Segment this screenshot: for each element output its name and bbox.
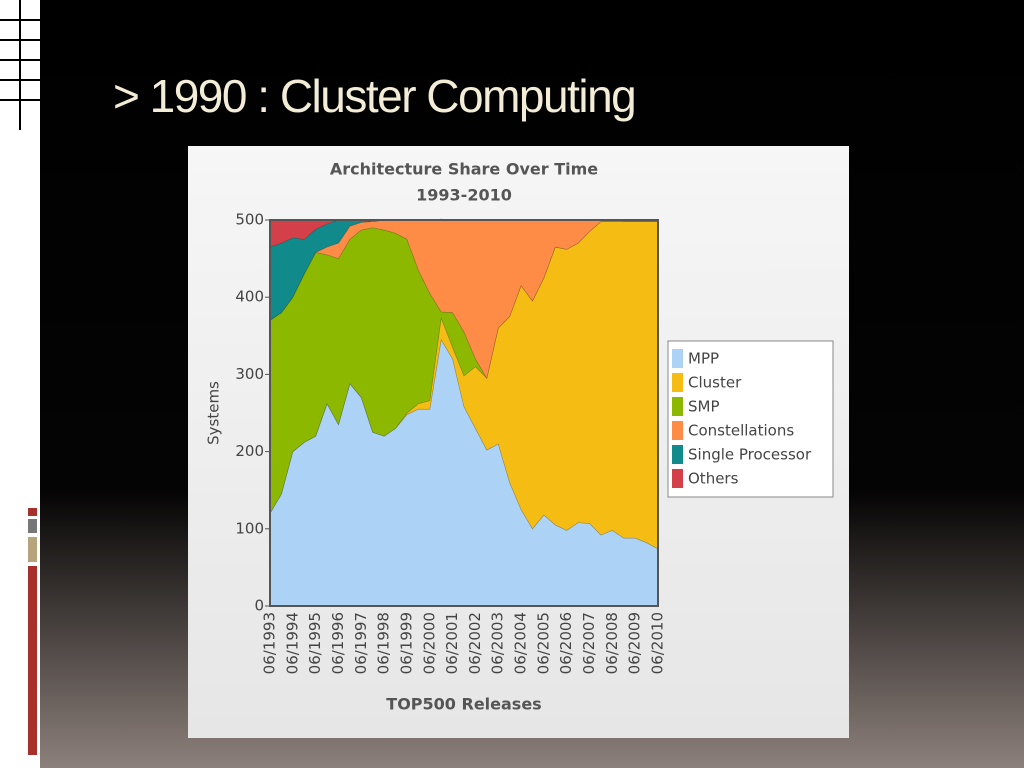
decor-lines <box>0 0 40 130</box>
x-tick-label: 06/1995 <box>306 612 324 674</box>
legend-label: Constellations <box>688 422 794 440</box>
x-tick-label: 06/2003 <box>489 612 507 674</box>
chart-title: Architecture Share Over Time <box>330 160 598 179</box>
legend-label: Others <box>688 470 739 488</box>
legend-label: Single Processor <box>688 446 812 464</box>
legend-swatch <box>672 421 683 440</box>
x-tick-label: 06/2005 <box>534 612 552 674</box>
y-tick-label: 400 <box>235 288 264 306</box>
x-tick-label: 06/2007 <box>580 612 598 674</box>
y-tick-label: 100 <box>235 519 264 537</box>
x-tick-label: 06/1997 <box>352 612 370 674</box>
x-tick-label: 06/1993 <box>261 612 279 674</box>
x-tick-label: 06/2009 <box>626 612 644 674</box>
y-tick-label: 200 <box>235 442 264 460</box>
plot-frame <box>269 219 659 607</box>
plot: 0 100 200 300 400 500 06/1993 06/1994 06/1995 06/… <box>235 211 834 674</box>
chart-subtitle: 1993-2010 <box>416 186 512 205</box>
legend-label: Cluster <box>688 374 742 392</box>
x-tick-label: 06/1996 <box>329 612 347 674</box>
decor-bar <box>28 508 37 516</box>
x-tick-label: 06/2004 <box>512 612 530 674</box>
legend-swatch <box>672 373 683 392</box>
y-tick-label: 500 <box>235 211 264 229</box>
legend-box <box>667 340 834 498</box>
legend-label: SMP <box>688 398 720 416</box>
x-tick-label: 06/1999 <box>397 612 415 674</box>
x-tick-label: 06/2000 <box>420 612 438 674</box>
x-tick-label: 06/2001 <box>443 612 461 674</box>
x-tick-label: 06/2010 <box>649 612 667 674</box>
legend-swatch <box>672 349 683 368</box>
decor-bar <box>28 566 37 755</box>
legend-swatch <box>672 469 683 488</box>
x-tick-label: 06/1998 <box>375 612 393 674</box>
x-tick-label: 06/2002 <box>466 612 484 674</box>
decor-bar <box>28 519 37 533</box>
y-axis-title: Systems <box>205 381 223 445</box>
slide-title: > 1990 : Cluster Computing <box>113 70 635 122</box>
y-tick-label: 0 <box>254 597 264 615</box>
decor-bar <box>28 537 37 562</box>
legend-swatch <box>672 397 683 416</box>
y-tick-label: 300 <box>235 365 264 383</box>
x-axis-title: TOP500 Releases <box>386 695 541 714</box>
legend-swatch <box>672 445 683 464</box>
legend-label: MPP <box>688 350 719 368</box>
x-tick-label: 06/2008 <box>603 612 621 674</box>
x-tick-label: 06/2006 <box>557 612 575 674</box>
x-tick-label: 06/1994 <box>283 612 301 674</box>
